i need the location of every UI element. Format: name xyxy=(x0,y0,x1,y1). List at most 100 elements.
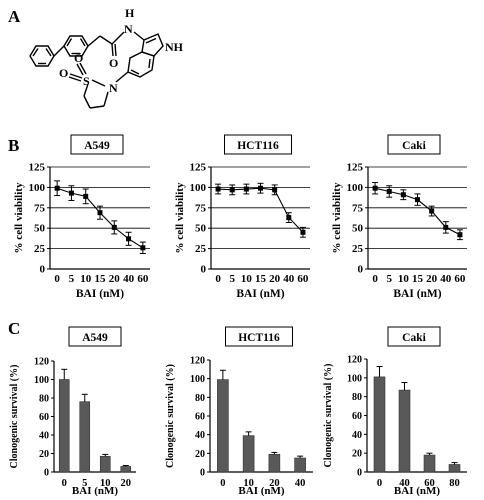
chart-title: Caki xyxy=(402,140,426,152)
x-axis-label: BAI (nM) xyxy=(394,485,440,497)
x-tick-label: 10 xyxy=(241,273,253,285)
panel-label-a: A xyxy=(8,7,21,26)
atom-label-s: S xyxy=(83,74,90,88)
y-tick-label: 20 xyxy=(39,449,49,460)
chart-title-box xyxy=(387,134,441,155)
data-point xyxy=(258,185,263,191)
x-tick-label: 10 xyxy=(243,478,254,489)
y-tick-label: 100 xyxy=(347,373,362,384)
x-tick-label: 40 xyxy=(283,273,295,285)
y-axis-label: % cell viability xyxy=(174,182,186,253)
y-tick-label: 125 xyxy=(29,162,46,174)
data-point xyxy=(126,236,132,242)
y-tick-label: 60 xyxy=(195,412,205,423)
bar xyxy=(423,454,436,473)
bar xyxy=(217,379,229,473)
data-point xyxy=(400,192,406,198)
data-point xyxy=(386,188,392,194)
bar xyxy=(120,466,132,473)
chart-title: HCT116 xyxy=(238,332,280,344)
data-point xyxy=(83,193,89,199)
chart-c-caki: Caki 0 20 40 60 80 100 120 Clonogenic survival (… xyxy=(323,326,467,497)
x-axis-label: BAI (nM) xyxy=(236,288,284,300)
y-tick-label: 40 xyxy=(39,431,49,442)
y-tick-label: 25 xyxy=(34,243,46,255)
y-axis-label: % cell viability xyxy=(13,182,25,253)
y-tick-label: 50 xyxy=(195,223,207,235)
x-tick-label: 60 xyxy=(297,273,309,285)
chart-title-box xyxy=(68,326,122,347)
data-point xyxy=(429,208,435,214)
atom-label-o1: O xyxy=(74,51,83,65)
x-tick-label: 5 xyxy=(82,478,87,489)
y-axis-label: % cell viability xyxy=(331,182,343,253)
y-tick-label: 0 xyxy=(40,264,46,276)
y-tick-label: 25 xyxy=(352,243,364,255)
x-tick-label: 0 xyxy=(215,273,221,285)
y-tick-label: 100 xyxy=(347,182,364,194)
y-axis-label: Clonogenic survival (%) xyxy=(323,364,334,468)
y-tick-label: 100 xyxy=(34,375,49,386)
x-tick-label: 20 xyxy=(109,273,121,285)
y-tick-label: 125 xyxy=(347,162,364,174)
y-tick-label: 120 xyxy=(190,356,205,367)
y-tick-label: 40 xyxy=(352,430,362,441)
bar xyxy=(448,464,461,473)
y-tick-label: 20 xyxy=(352,449,362,460)
x-tick-label: 20 xyxy=(426,273,438,285)
data-point xyxy=(272,187,278,193)
y-tick-label: 50 xyxy=(34,223,46,235)
y-tick-label: 80 xyxy=(352,392,362,403)
x-axis-label: BAI (nM) xyxy=(238,485,284,497)
y-tick-label: 60 xyxy=(39,412,49,423)
y-tick-label: 0 xyxy=(201,264,207,276)
bar xyxy=(294,457,306,473)
data-point xyxy=(443,224,449,230)
x-tick-label: 15 xyxy=(412,273,424,285)
x-tick-label: 20 xyxy=(269,478,280,489)
y-tick-label: 75 xyxy=(352,202,364,214)
y-tick-label: 40 xyxy=(195,430,205,441)
data-point xyxy=(300,229,306,235)
y-axis-label: Clonogenic survival (%) xyxy=(165,364,176,468)
bar xyxy=(268,453,281,473)
bar xyxy=(58,379,70,473)
y-tick-label: 80 xyxy=(195,393,205,404)
x-tick-label: 15 xyxy=(255,273,267,285)
atom-label-o2: O xyxy=(59,66,68,80)
x-tick-label: 40 xyxy=(399,478,410,489)
bar xyxy=(242,435,255,473)
x-tick-label: 60 xyxy=(454,273,466,285)
y-tick-label: 100 xyxy=(190,182,207,194)
x-tick-label: 0 xyxy=(220,478,225,489)
y-tick-label: 120 xyxy=(34,357,49,368)
x-tick-label: 40 xyxy=(440,273,452,285)
x-axis-label: BAI (nM) xyxy=(76,288,124,300)
chart-title: A549 xyxy=(82,332,108,344)
structure-atom-labels: H N O NH N S O O xyxy=(59,6,184,95)
y-tick-label: 20 xyxy=(195,449,205,460)
x-axis-label: BAI (nM) xyxy=(393,288,441,300)
x-tick-label: 0 xyxy=(372,273,378,285)
data-point xyxy=(68,190,74,196)
y-tick-label: 0 xyxy=(357,468,362,479)
data-point xyxy=(54,185,60,191)
x-tick-label: 40 xyxy=(123,273,135,285)
x-tick-label: 5 xyxy=(69,273,75,285)
chart-title: Caki xyxy=(402,332,426,344)
y-tick-label: 50 xyxy=(352,223,364,235)
x-tick-label: 20 xyxy=(269,273,281,285)
data-point xyxy=(243,186,249,192)
panel-label-c: C xyxy=(8,319,20,338)
chart-title-box xyxy=(225,326,293,347)
x-tick-label: 60 xyxy=(137,273,149,285)
chart-title-box xyxy=(70,134,124,155)
data-point xyxy=(372,185,378,191)
x-tick-label: 10 xyxy=(398,273,410,285)
x-tick-label: 10 xyxy=(100,478,111,489)
y-tick-label: 75 xyxy=(34,202,46,214)
